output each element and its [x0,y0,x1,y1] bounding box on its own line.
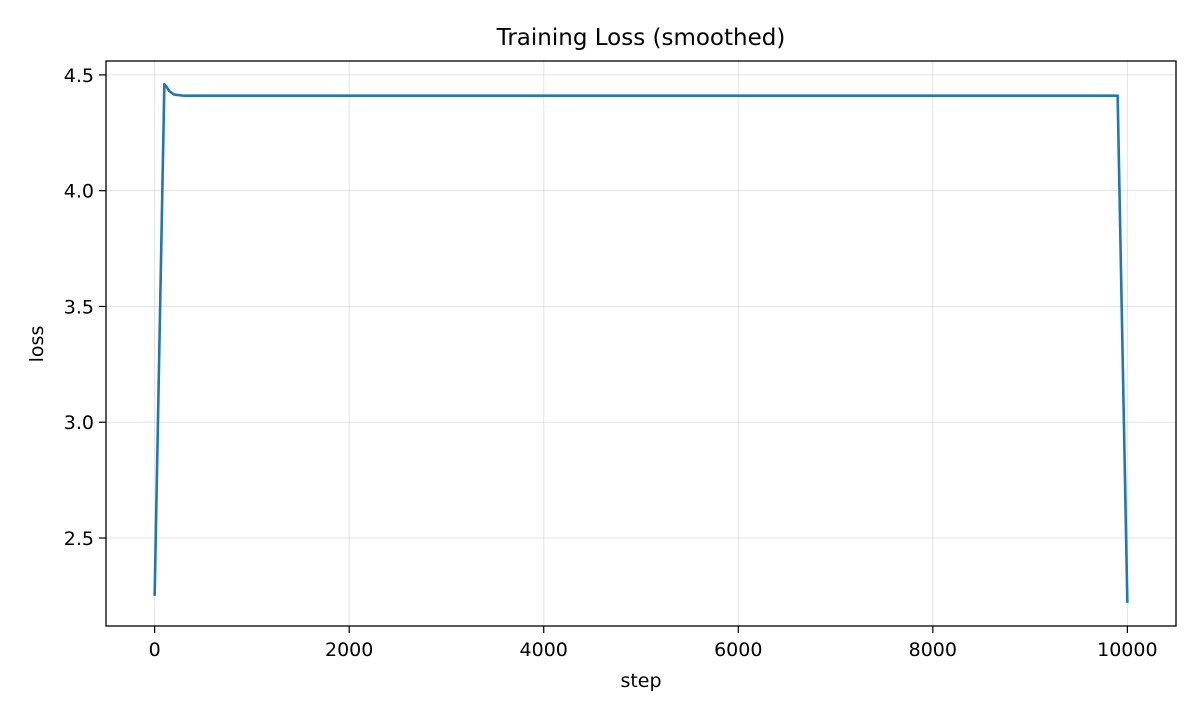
x-tick-label: 10000 [1097,639,1157,661]
chart-title: Training Loss (smoothed) [496,25,786,51]
grid-layer [106,61,1176,626]
tick-layer: 0 2000 4000 6000 8000 10000 2.5 3.0 3.5 4.0 4.5 [64,65,1158,661]
x-axis-title: step [620,670,661,692]
x-tick-label: 8000 [909,639,957,661]
series-layer [153,82,1129,603]
x-tick-label: 6000 [714,639,762,661]
y-tick-label: 4.0 [64,181,94,203]
y-tick-label: 3.5 [64,296,94,318]
y-tick-label: 3.0 [64,412,94,434]
y-tick-label: 4.5 [64,65,94,87]
x-tick-label: 4000 [520,639,568,661]
loss-series-line [153,82,1129,603]
x-tick-label: 0 [149,639,161,661]
x-tick-label: 2000 [325,639,373,661]
y-axis-title: loss [26,326,48,363]
y-tick-label: 2.5 [64,528,94,550]
plot-frame [105,60,1177,627]
